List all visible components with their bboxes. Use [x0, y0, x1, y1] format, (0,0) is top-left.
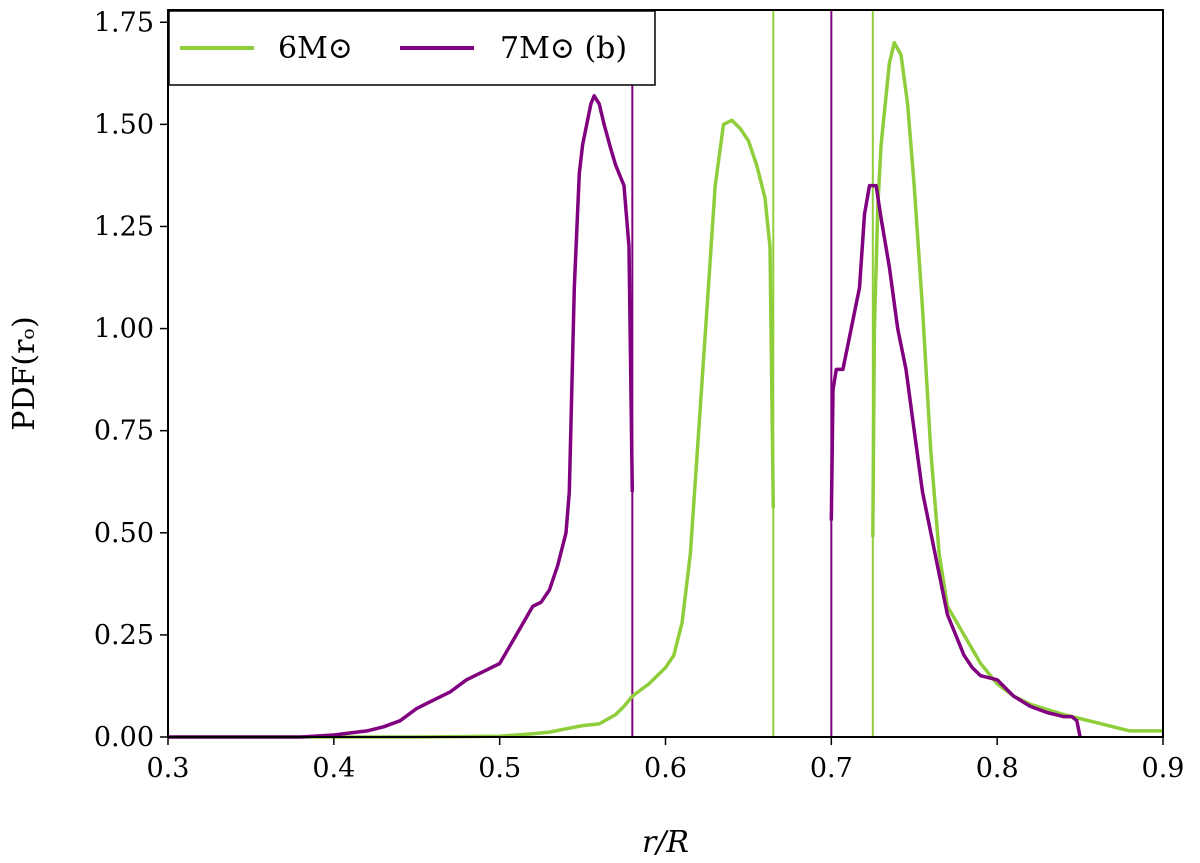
x-tick-label: 0.8 [976, 753, 1019, 784]
x-tick-label: 0.5 [478, 753, 521, 784]
plot-area [167, 9, 1164, 739]
y-axis-ticks: 0.00 0.25 0.50 0.75 1.00 1.25 1.50 1.75 [94, 7, 168, 753]
y-tick-label: 0.50 [94, 518, 154, 549]
x-tick-label: 0.4 [312, 753, 355, 784]
x-axis-ticks: 0.3 0.4 0.5 0.6 0.7 0.8 0.9 [147, 737, 1185, 784]
x-tick-label: 0.3 [147, 753, 190, 784]
series-line-1-segment-1 [829, 183, 1082, 738]
y-tick-label: 0.00 [94, 722, 154, 753]
x-tick-label: 0.9 [1142, 753, 1185, 784]
series-line-0-segment-0 [168, 118, 776, 739]
legend-label-6msun: 6M⊙ [278, 31, 353, 66]
y-tick-label: 1.25 [94, 211, 154, 242]
series-line-0-segment-1 [871, 40, 1163, 733]
y-tick-label: 0.25 [94, 620, 154, 651]
series-line-1-segment-0 [168, 94, 635, 739]
series-lines [168, 40, 1163, 739]
plot-frame [167, 9, 1164, 738]
legend: 6M⊙ 7M⊙ (b) [168, 10, 656, 86]
y-tick-label: 1.75 [94, 7, 154, 38]
x-tick-label: 0.6 [644, 753, 687, 784]
x-tick-label: 0.7 [810, 753, 853, 784]
y-tick-label: 1.00 [94, 314, 154, 345]
y-tick-label: 0.75 [94, 416, 154, 447]
legend-label-7msun-b: 7M⊙ (b) [500, 31, 627, 66]
y-axis-label: PDF(rₒ) [7, 316, 42, 430]
y-tick-label: 1.50 [94, 109, 154, 140]
x-axis-label: r/R [642, 825, 689, 860]
